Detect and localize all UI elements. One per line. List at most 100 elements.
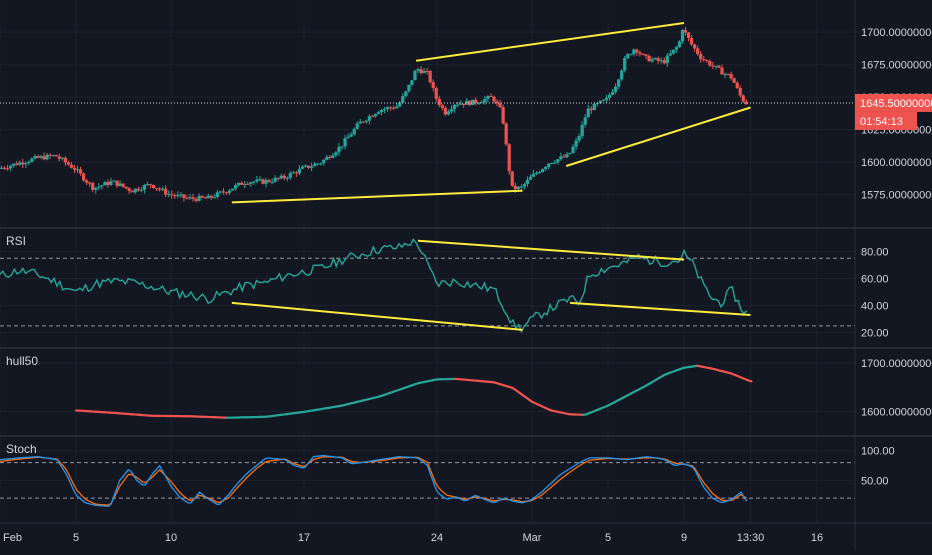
candle-body	[681, 30, 684, 41]
candle-body	[416, 69, 419, 71]
candle-body	[122, 184, 125, 187]
candle-body	[708, 61, 711, 65]
candle-body	[255, 180, 258, 182]
candle-body	[644, 54, 647, 55]
candle-body	[547, 164, 550, 167]
candle-body	[210, 196, 213, 198]
candle-body	[508, 144, 511, 171]
candle-body	[39, 156, 42, 158]
candle-body	[739, 88, 742, 95]
x-tick-label: 16	[811, 532, 823, 544]
candle-body	[292, 172, 295, 173]
candle-body	[137, 189, 140, 191]
candle-body	[79, 169, 82, 173]
candle-body	[736, 83, 739, 88]
candle-body	[353, 129, 356, 134]
candle-body	[246, 184, 249, 185]
candle-body	[459, 104, 462, 105]
candle-body	[149, 184, 152, 185]
candle-body	[6, 168, 9, 169]
candle-body	[617, 79, 620, 86]
candle-body	[629, 54, 632, 55]
candle-body	[538, 172, 541, 173]
candle-body	[723, 74, 726, 75]
y-tick-label: 1675.00000000	[861, 60, 932, 72]
candle-body	[581, 125, 584, 136]
candle-body	[167, 194, 170, 195]
candle-body	[198, 196, 201, 201]
candle-body	[380, 110, 383, 112]
candle-body	[185, 198, 188, 199]
candle-body	[179, 194, 182, 195]
candle-body	[36, 156, 39, 158]
candle-body	[298, 169, 301, 174]
y-tick-label: 1600.00000000	[861, 406, 932, 418]
candle-body	[413, 71, 416, 80]
candle-body	[733, 78, 736, 82]
pane-title: Stoch	[6, 442, 37, 456]
candle-body	[12, 164, 15, 166]
candle-body	[438, 99, 441, 105]
candle-body	[614, 87, 617, 92]
candle-body	[140, 190, 143, 191]
candle-body	[395, 107, 398, 109]
y-tick-label: 80.00	[861, 247, 889, 259]
candle-body	[125, 187, 128, 188]
candle-body	[365, 121, 368, 122]
candle-body	[310, 166, 313, 168]
candle-body	[359, 122, 362, 124]
candle-body	[55, 155, 58, 156]
x-tick-label: 5	[73, 532, 79, 544]
candle-body	[27, 162, 30, 163]
candle-body	[514, 186, 517, 189]
candle-body	[100, 185, 103, 186]
last-price-label: 1645.50000000	[860, 98, 932, 110]
y-tick-label: 50.00	[861, 475, 889, 487]
candle-body	[270, 182, 273, 183]
candle-body	[112, 181, 115, 182]
candle-body	[602, 100, 605, 101]
candle-body	[608, 95, 611, 98]
candle-body	[720, 68, 723, 75]
candle-body	[568, 153, 571, 154]
candle-body	[550, 163, 553, 164]
candle-body	[243, 184, 246, 185]
candle-body	[377, 112, 380, 114]
y-tick-label: 100.00	[861, 446, 895, 458]
candle-body	[340, 146, 343, 147]
candle-body	[565, 154, 568, 157]
candle-body	[611, 92, 614, 95]
candle-body	[693, 44, 696, 48]
candle-body	[283, 176, 286, 178]
candle-body	[638, 52, 641, 53]
x-tick-label: 13:30	[737, 532, 765, 544]
candle-body	[699, 54, 702, 59]
candle-body	[669, 53, 672, 55]
candle-body	[115, 181, 118, 186]
candle-body	[313, 164, 316, 166]
candle-body	[371, 116, 374, 117]
candle-body	[331, 155, 334, 158]
candle-body	[258, 179, 261, 180]
candle-body	[641, 54, 644, 55]
x-tick-label: 9	[681, 532, 687, 544]
candle-body	[441, 105, 444, 108]
candle-body	[410, 80, 413, 85]
candle-body	[231, 189, 234, 191]
candle-body	[128, 188, 131, 191]
candle-body	[49, 155, 52, 156]
countdown-label: 01:54:13	[860, 116, 903, 128]
candle-body	[94, 188, 97, 190]
candle-body	[532, 174, 535, 177]
candle-body	[623, 58, 626, 70]
x-tick-label: 24	[431, 532, 443, 544]
candle-body	[517, 187, 520, 189]
candle-body	[161, 189, 164, 190]
candle-body	[705, 60, 708, 61]
candle-body	[143, 185, 146, 190]
candle-body	[76, 169, 79, 170]
candle-body	[134, 189, 137, 193]
candle-body	[67, 162, 70, 164]
